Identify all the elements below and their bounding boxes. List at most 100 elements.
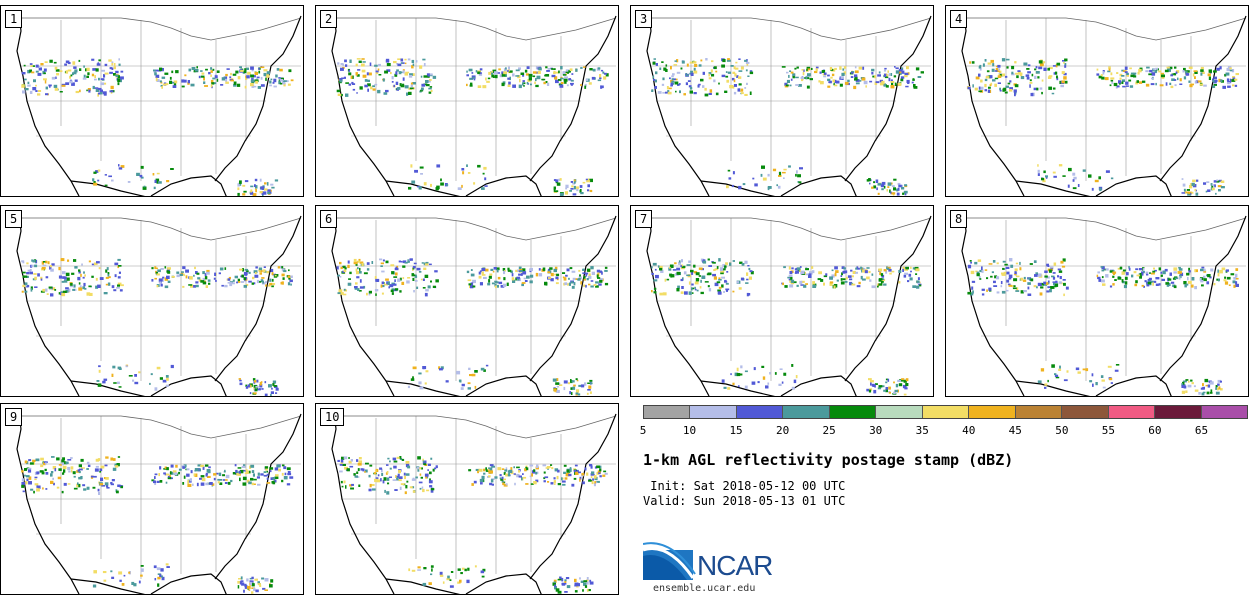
reflectivity-cell <box>75 90 80 94</box>
reflectivity-cell <box>685 82 688 86</box>
reflectivity-cell <box>1029 84 1031 88</box>
reflectivity-cell <box>248 271 251 274</box>
reflectivity-cell <box>887 182 892 186</box>
reflectivity-cell <box>556 389 560 393</box>
reflectivity-cell <box>545 467 550 469</box>
reflectivity-cell <box>412 277 415 281</box>
reflectivity-cell <box>406 280 410 284</box>
reflectivity-cell <box>733 91 737 95</box>
reflectivity-cell <box>154 387 158 391</box>
coastline <box>70 175 227 196</box>
reflectivity-cell <box>529 464 534 467</box>
reflectivity-cell <box>108 276 111 279</box>
reflectivity-cell <box>253 270 258 274</box>
reflectivity-cell <box>250 191 254 195</box>
reflectivity-cell <box>205 472 208 475</box>
reflectivity-cell <box>36 485 38 488</box>
reflectivity-cell <box>681 286 684 289</box>
reflectivity-cell <box>565 69 570 73</box>
reflectivity-cell <box>82 276 85 279</box>
reflectivity-cell <box>467 567 470 571</box>
reflectivity-cell <box>530 483 534 485</box>
reflectivity-cell <box>242 476 247 481</box>
reflectivity-cell <box>193 274 195 277</box>
reflectivity-cell <box>1201 266 1205 269</box>
reflectivity-cell <box>69 285 74 288</box>
reflectivity-cell <box>1194 286 1197 290</box>
reflectivity-cell <box>421 486 424 489</box>
reflectivity-cell <box>355 72 358 76</box>
reflectivity-cell <box>721 276 725 279</box>
reflectivity-cell <box>422 460 427 464</box>
reflectivity-cell <box>827 74 830 77</box>
reflectivity-cell <box>1029 81 1033 84</box>
reflectivity-cell <box>258 269 261 272</box>
reflectivity-cell <box>347 282 352 286</box>
reflectivity-cell <box>762 177 767 181</box>
reflectivity-cell <box>904 184 908 187</box>
reflectivity-cell <box>905 85 909 88</box>
reflectivity-cell <box>724 265 727 268</box>
reflectivity-cell <box>515 75 520 77</box>
reflectivity-cell <box>970 270 975 275</box>
reflectivity-cell <box>375 293 377 296</box>
reflectivity-cell <box>721 268 726 271</box>
reflectivity-cell <box>79 89 81 93</box>
reflectivity-cell <box>800 284 804 286</box>
reflectivity-cell <box>695 278 700 282</box>
reflectivity-cell <box>667 91 672 95</box>
colorbar-tick-label: 10 <box>682 424 697 437</box>
reflectivity-cell <box>192 285 197 288</box>
reflectivity-cell <box>1117 276 1122 280</box>
reflectivity-cell <box>353 473 356 476</box>
reflectivity-cell <box>1144 280 1147 283</box>
reflectivity-cell <box>1168 282 1171 286</box>
reflectivity-cell <box>1185 71 1188 74</box>
reflectivity-cell <box>713 66 717 70</box>
reflectivity-cell <box>901 184 903 188</box>
reflectivity-cell <box>583 278 586 281</box>
reflectivity-cell <box>1040 368 1045 372</box>
reflectivity-cell <box>970 261 972 264</box>
reflectivity-cell <box>877 183 882 186</box>
reflectivity-cell <box>488 470 492 474</box>
reflectivity-cell <box>381 468 383 473</box>
reflectivity-cell <box>655 63 658 66</box>
reflectivity-cell <box>589 581 594 585</box>
reflectivity-cell <box>901 187 905 190</box>
reflectivity-cell <box>1044 383 1048 386</box>
reflectivity-cell <box>397 87 401 90</box>
reflectivity-cell <box>578 276 582 280</box>
reflectivity-cell <box>727 71 732 74</box>
reflectivity-cell <box>499 474 502 477</box>
reflectivity-cell <box>587 382 591 384</box>
map-canvas <box>961 13 1247 196</box>
reflectivity-cell <box>819 71 822 74</box>
reflectivity-cell <box>63 461 66 465</box>
reflectivity-cell <box>679 90 681 94</box>
reflectivity-cell <box>345 64 348 67</box>
reflectivity-cell <box>878 385 883 388</box>
reflectivity-cell <box>586 180 591 183</box>
reflectivity-cell <box>792 76 795 79</box>
map-panel-5: 5 <box>0 205 304 397</box>
reflectivity-cell <box>560 477 563 481</box>
reflectivity-cell <box>1176 70 1180 73</box>
reflectivity-cell <box>86 67 90 72</box>
reflectivity-cell <box>286 467 291 471</box>
reflectivity-cell <box>575 68 578 72</box>
reflectivity-cell <box>1011 65 1015 70</box>
reflectivity-cell <box>460 387 464 390</box>
reflectivity-cell <box>885 378 889 381</box>
reflectivity-cell <box>1121 81 1124 84</box>
reflectivity-cell <box>158 278 163 282</box>
reflectivity-cell <box>263 474 268 477</box>
reflectivity-cell <box>98 59 101 62</box>
reflectivity-cell <box>456 370 461 375</box>
reflectivity-cell <box>339 78 343 82</box>
reflectivity-cell <box>829 67 833 71</box>
reflectivity-cell <box>694 286 696 290</box>
reflectivity-cell <box>44 80 47 84</box>
reflectivity-cell <box>769 372 771 375</box>
reflectivity-cell <box>783 168 787 171</box>
